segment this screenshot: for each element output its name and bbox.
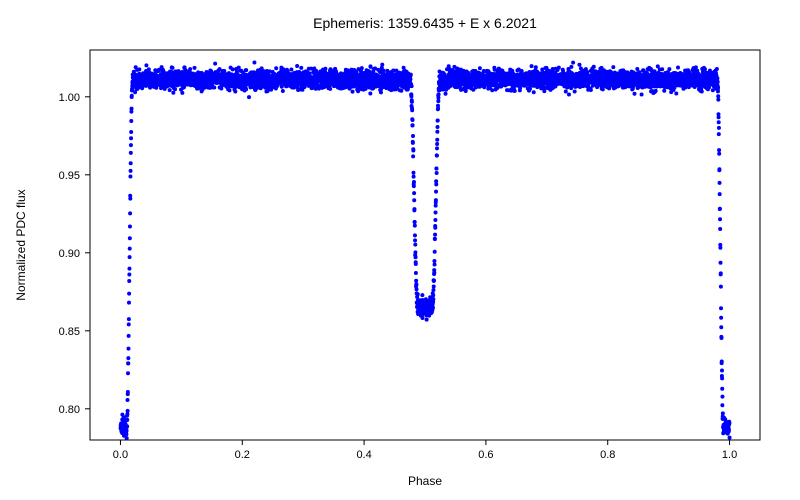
- xtick-label: 0.6: [478, 449, 493, 461]
- ytick-label: 1.00: [59, 92, 80, 104]
- ytick-label: 0.85: [59, 326, 80, 338]
- ytick-label: 0.95: [59, 170, 80, 182]
- ytick-label: 0.80: [59, 404, 80, 416]
- xtick-label: 0.0: [113, 449, 128, 461]
- xtick-label: 0.2: [235, 449, 250, 461]
- ytick-label: 0.90: [59, 248, 80, 260]
- chart-svg: 0.0 0.2 0.4 0.6 0.8 1.0 0.80 0.85 0.90 0.95 1.00 Ph…: [0, 0, 800, 500]
- chart-title: Ephemeris: 1359.6435 + E x 6.2021: [313, 15, 537, 31]
- y-axis-label: Normalized PDC flux: [14, 189, 28, 300]
- lightcurve-chart: 0.0 0.2 0.4 0.6 0.8 1.0 0.80 0.85 0.90 0.95 1.00 Ph…: [0, 0, 800, 500]
- xtick-label: 0.4: [356, 449, 371, 461]
- x-axis-label: Phase: [408, 474, 442, 488]
- xtick-label: 0.8: [600, 449, 615, 461]
- xtick-label: 1.0: [722, 449, 737, 461]
